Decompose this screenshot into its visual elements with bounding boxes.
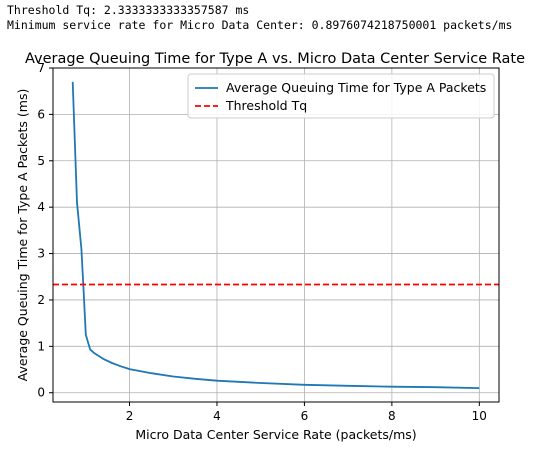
y-tick-label: 1 bbox=[37, 339, 45, 353]
x-tick-label: 8 bbox=[388, 409, 396, 423]
min-rate-output-line: Minimum service rate for Micro Data Cent… bbox=[7, 18, 513, 32]
x-tick-label: 4 bbox=[213, 409, 221, 423]
y-tick-label: 3 bbox=[37, 247, 45, 261]
x-axis-label: Micro Data Center Service Rate (packets/… bbox=[135, 427, 416, 442]
y-axis-ticks: 0 1 2 3 4 5 6 7 bbox=[37, 61, 53, 400]
y-tick-label: 6 bbox=[37, 107, 45, 121]
y-tick-label: 7 bbox=[37, 61, 45, 75]
chart-title: Average Queuing Time for Type A vs. Micr… bbox=[25, 51, 525, 67]
y-tick-label: 2 bbox=[37, 293, 45, 307]
series-layer bbox=[53, 81, 499, 389]
y-axis-label: Average Queuing Time for Type A Packets … bbox=[15, 89, 30, 382]
x-tick-label: 2 bbox=[126, 409, 134, 423]
threshold-output-line: Threshold Tq: 2.3333333333357587 ms bbox=[7, 3, 250, 17]
y-tick-label: 0 bbox=[37, 386, 45, 400]
console-output: Threshold Tq: 2.3333333333357587 ms Minim… bbox=[7, 3, 512, 33]
x-tick-label: 6 bbox=[301, 409, 309, 423]
legend: Average Queuing Time for Type A Packets … bbox=[187, 73, 495, 119]
x-axis-ticks: 2 4 6 8 10 bbox=[126, 402, 487, 423]
x-tick-label: 10 bbox=[472, 409, 487, 423]
plot-area-frame bbox=[52, 67, 500, 403]
series-line-queuing-time bbox=[71, 81, 480, 389]
legend-box bbox=[187, 73, 495, 119]
legend-entry-series: Average Queuing Time for Type A Packets bbox=[226, 80, 486, 95]
y-tick-label: 4 bbox=[37, 200, 45, 214]
legend-entry-threshold: Threshold Tq bbox=[225, 98, 307, 113]
y-tick-label: 5 bbox=[37, 154, 45, 168]
